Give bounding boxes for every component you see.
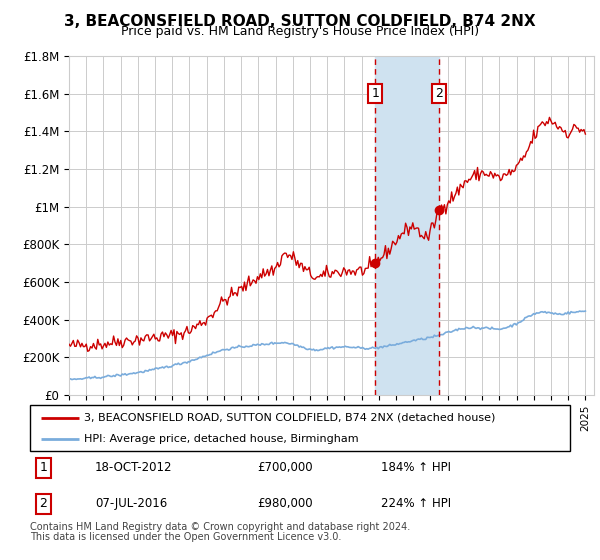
Text: £980,000: £980,000 bbox=[257, 497, 313, 510]
Text: HPI: Average price, detached house, Birmingham: HPI: Average price, detached house, Birm… bbox=[84, 435, 359, 444]
Text: 18-OCT-2012: 18-OCT-2012 bbox=[95, 461, 172, 474]
Text: 224% ↑ HPI: 224% ↑ HPI bbox=[381, 497, 451, 510]
Text: Contains HM Land Registry data © Crown copyright and database right 2024.: Contains HM Land Registry data © Crown c… bbox=[30, 522, 410, 532]
Text: 1: 1 bbox=[40, 461, 47, 474]
Text: 184% ↑ HPI: 184% ↑ HPI bbox=[381, 461, 451, 474]
Text: This data is licensed under the Open Government Licence v3.0.: This data is licensed under the Open Gov… bbox=[30, 532, 341, 542]
Text: Price paid vs. HM Land Registry's House Price Index (HPI): Price paid vs. HM Land Registry's House … bbox=[121, 25, 479, 38]
Text: 2: 2 bbox=[40, 497, 47, 510]
Bar bbox=[376, 56, 439, 395]
Text: 1: 1 bbox=[371, 87, 379, 100]
Text: 3, BEACONSFIELD ROAD, SUTTON COLDFIELD, B74 2NX (detached house): 3, BEACONSFIELD ROAD, SUTTON COLDFIELD, … bbox=[84, 413, 496, 423]
Text: 2: 2 bbox=[435, 87, 443, 100]
Text: 07-JUL-2016: 07-JUL-2016 bbox=[95, 497, 167, 510]
Text: £700,000: £700,000 bbox=[257, 461, 313, 474]
Text: 3, BEACONSFIELD ROAD, SUTTON COLDFIELD, B74 2NX: 3, BEACONSFIELD ROAD, SUTTON COLDFIELD, … bbox=[64, 14, 536, 29]
